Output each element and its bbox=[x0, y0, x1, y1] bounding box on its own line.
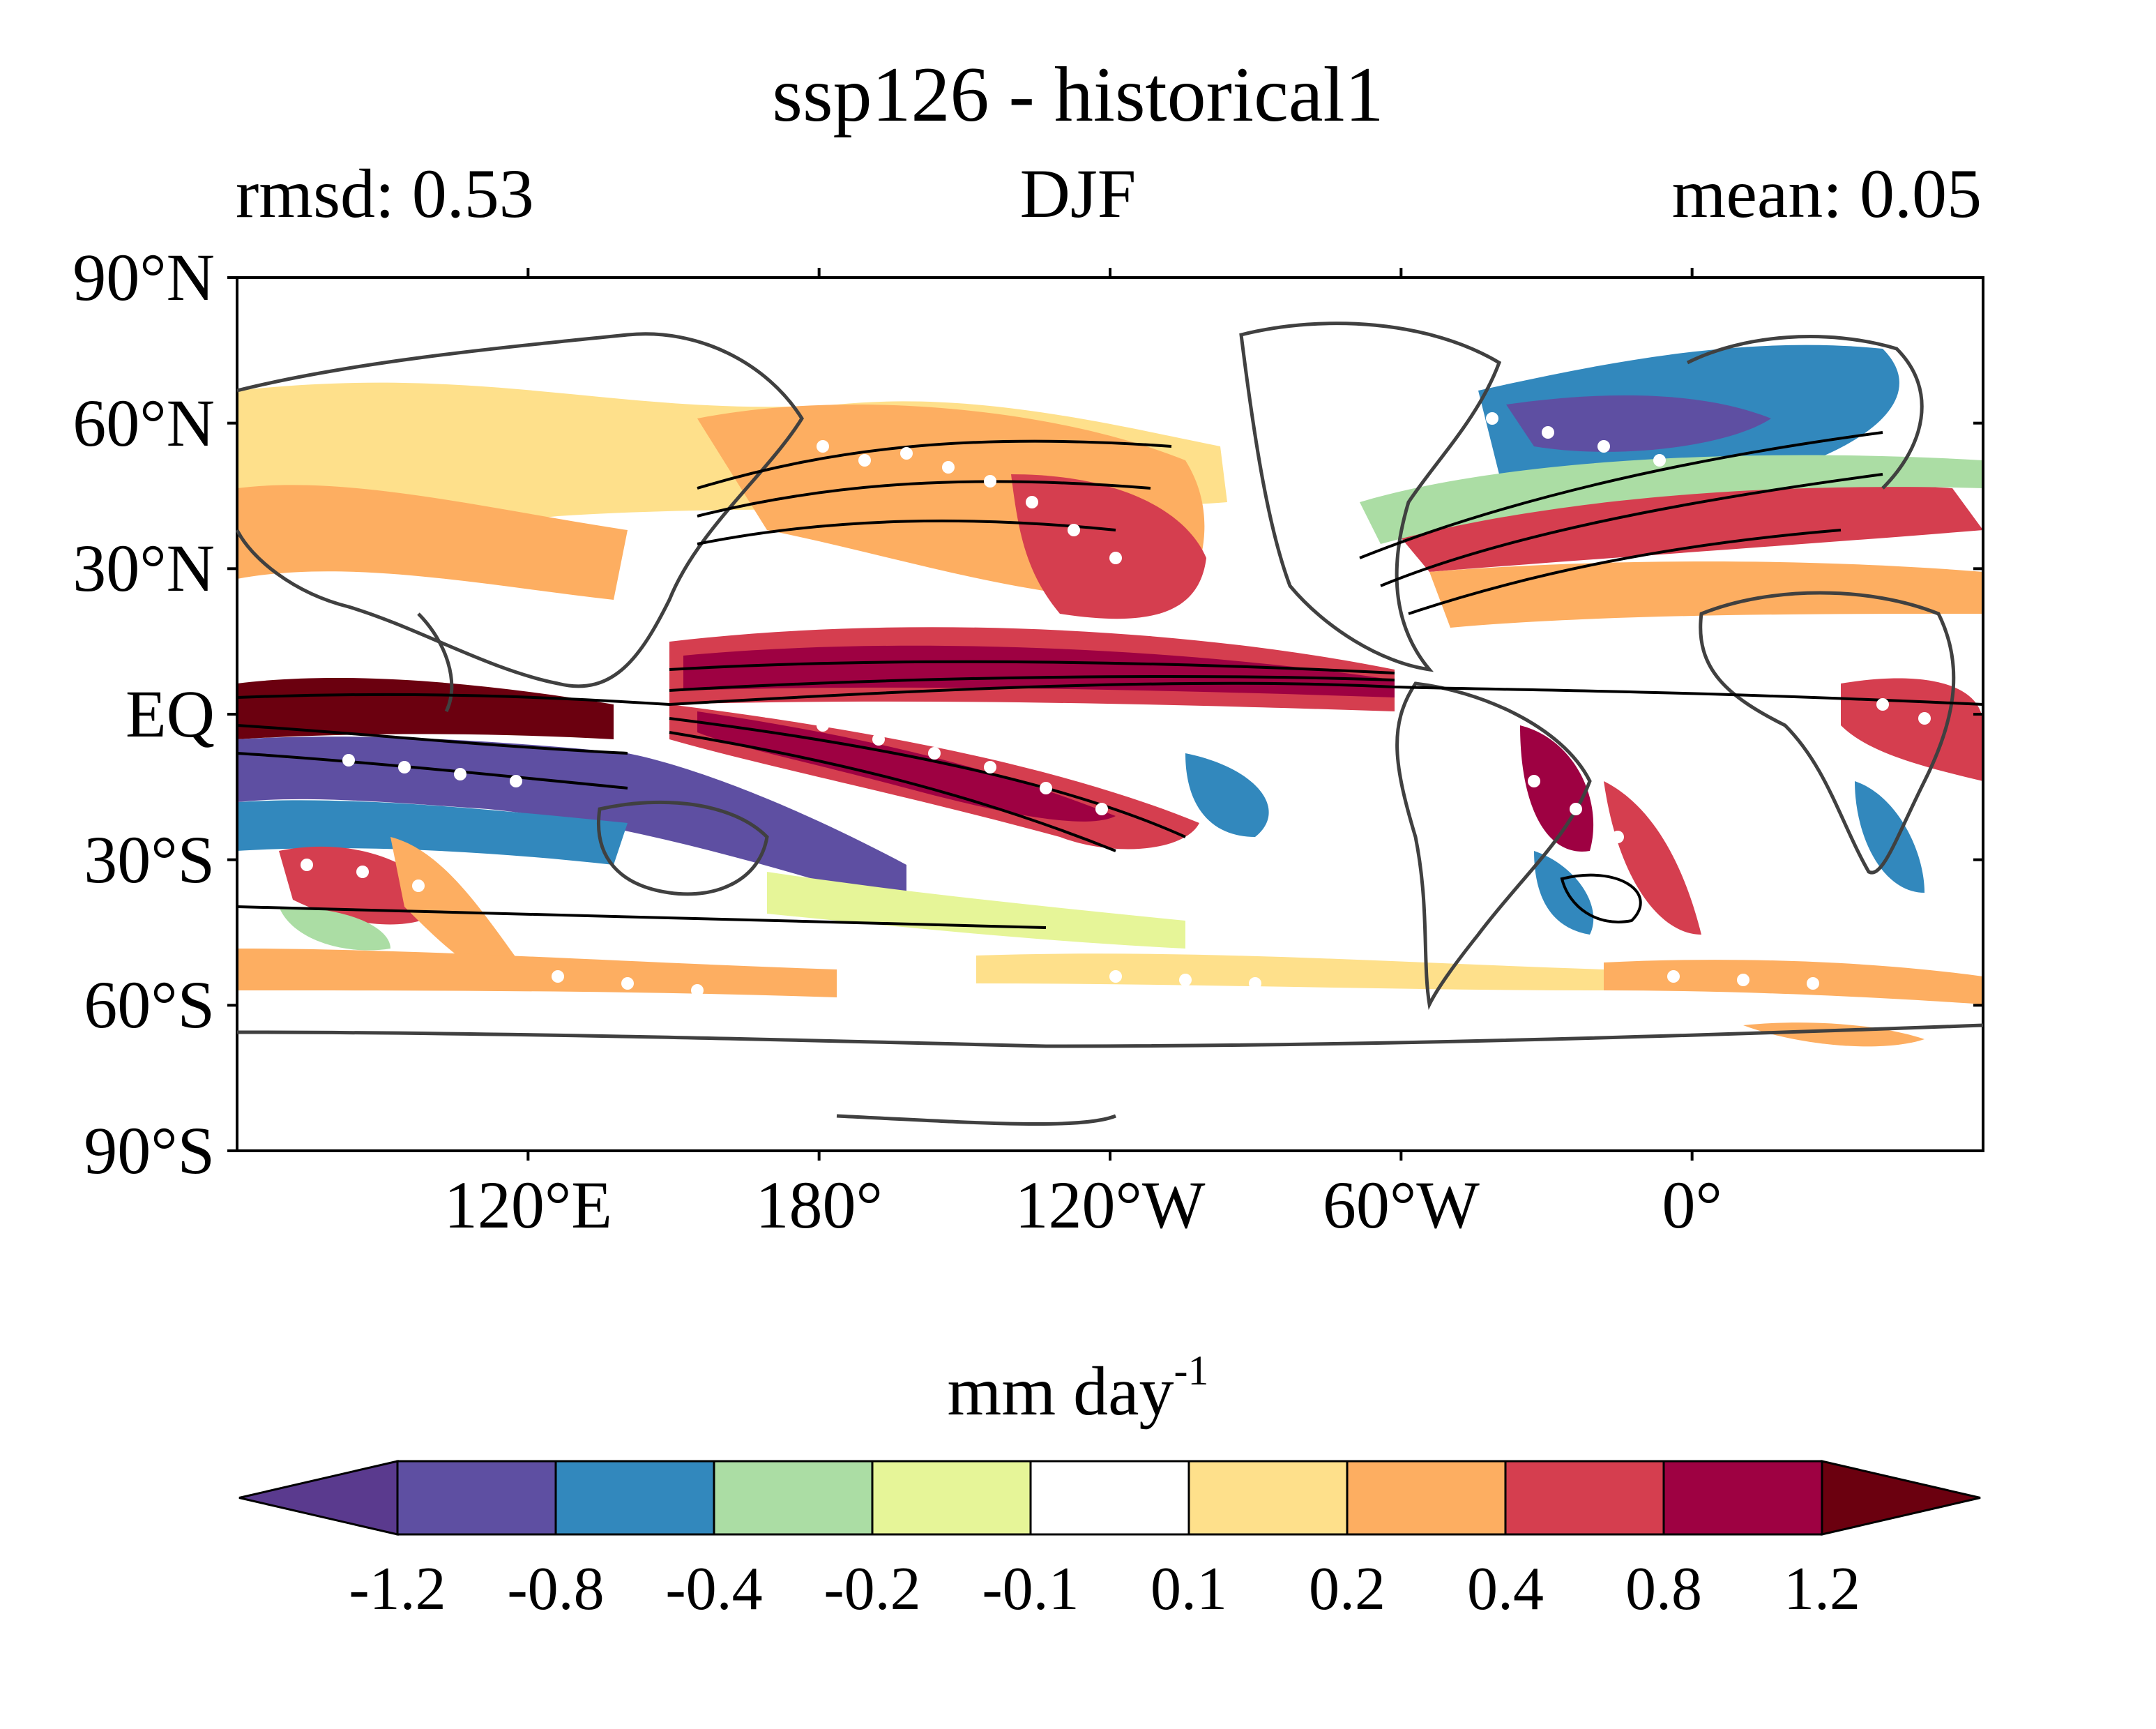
lat-label: 90°N bbox=[73, 240, 215, 315]
colorbar-level-label: 0.4 bbox=[1467, 1555, 1544, 1623]
lat-label: EQ bbox=[126, 677, 215, 751]
rmsd-label: rmsd: 0.53 bbox=[236, 155, 534, 232]
colorbar-level-label: -1.2 bbox=[349, 1555, 446, 1623]
lat-label: 90°S bbox=[84, 1113, 215, 1188]
colorbar-box bbox=[396, 1460, 557, 1536]
colorbar-level-label: -0.8 bbox=[507, 1555, 605, 1623]
lat-label: 30°N bbox=[73, 531, 215, 606]
colorbar-level-label: 0.2 bbox=[1309, 1555, 1386, 1623]
colorbar-level-label: 0.8 bbox=[1625, 1555, 1702, 1623]
colorbar-box bbox=[713, 1460, 874, 1536]
colorbar-level-label: -0.1 bbox=[982, 1555, 1079, 1623]
colorbar-box bbox=[1029, 1460, 1190, 1536]
colorbar-box bbox=[1662, 1460, 1823, 1536]
mean-label: mean: 0.05 bbox=[1671, 155, 1982, 232]
colorbar-level-label: -0.4 bbox=[665, 1555, 763, 1623]
colorbar-box bbox=[1187, 1460, 1349, 1536]
colorbar-units: mm day-1 bbox=[947, 1347, 1209, 1430]
lon-label: 180° bbox=[755, 1168, 883, 1242]
lat-label: 30°S bbox=[84, 822, 215, 897]
colorbar-box bbox=[1504, 1460, 1665, 1536]
map-title: ssp126 - historical1 bbox=[772, 52, 1384, 138]
lon-label: 0° bbox=[1662, 1168, 1722, 1242]
colorbar-extend-high bbox=[1821, 1460, 1981, 1536]
lat-label: 60°S bbox=[84, 967, 215, 1043]
colorbar-box bbox=[871, 1460, 1032, 1536]
colorbar-extend-low bbox=[238, 1460, 399, 1536]
colorbar-level-label: 1.2 bbox=[1784, 1555, 1860, 1623]
lon-label: 120°W bbox=[1015, 1168, 1206, 1242]
lat-label: 60°N bbox=[73, 385, 215, 460]
coastlines bbox=[235, 322, 1984, 1126]
colorbar-level-label: 0.1 bbox=[1151, 1555, 1227, 1623]
significance-stippling bbox=[301, 412, 1931, 997]
colorbar-box bbox=[554, 1460, 715, 1536]
climatology-contours bbox=[236, 431, 1984, 929]
precip-field bbox=[237, 345, 1983, 1047]
colorbar-level-label: -0.2 bbox=[823, 1555, 921, 1623]
lon-label: 60°W bbox=[1322, 1168, 1480, 1242]
season-label: DJF bbox=[1019, 155, 1137, 232]
lon-label: 120°E bbox=[443, 1168, 612, 1242]
colorbar-box bbox=[1346, 1460, 1507, 1536]
axis-ticks bbox=[227, 268, 1983, 1161]
colorbar bbox=[238, 1460, 1981, 1536]
